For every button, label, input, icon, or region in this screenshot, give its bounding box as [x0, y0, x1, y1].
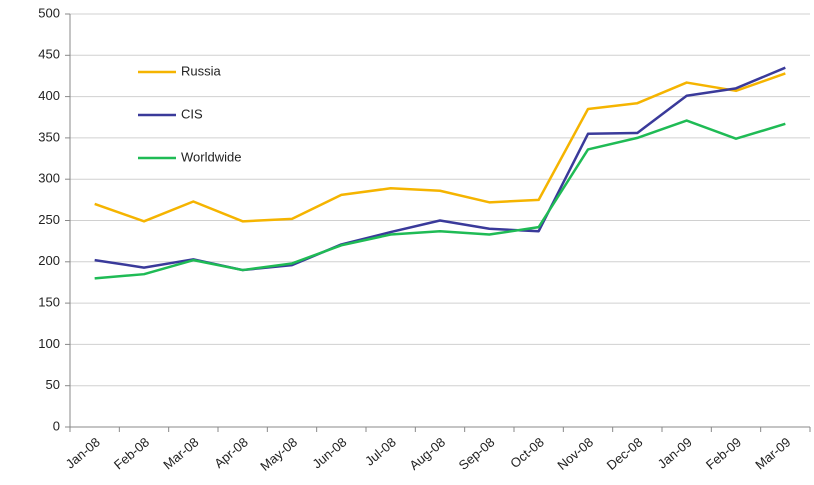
y-tick-label: 300: [38, 171, 60, 186]
x-tick-label: Feb-09: [703, 434, 744, 472]
x-tick-label: Feb-08: [111, 434, 152, 472]
x-tick-label: Apr-08: [211, 434, 251, 471]
y-tick-label: 0: [53, 418, 60, 433]
x-tick-label: Dec-08: [604, 434, 646, 472]
x-tick-label: Jan-08: [63, 434, 103, 471]
legend-label: Russia: [181, 63, 222, 78]
y-tick-label: 400: [38, 88, 60, 103]
series-line: [94, 66, 786, 272]
y-tick-label: 250: [38, 212, 60, 227]
x-tick-label: Jan-09: [655, 434, 695, 471]
y-tick-label: 100: [38, 336, 60, 351]
x-tick-label: Jul-08: [362, 434, 399, 468]
y-tick-label: 500: [38, 5, 60, 20]
y-tick-label: 350: [38, 129, 60, 144]
x-tick-label: May-08: [257, 434, 300, 473]
x-tick-label: Sep-08: [456, 434, 498, 472]
x-tick-label: Nov-08: [554, 434, 596, 472]
series-line: [94, 119, 786, 280]
y-tick-label: 450: [38, 47, 60, 62]
x-tick-label: Mar-09: [752, 434, 793, 472]
x-tick-label: Aug-08: [406, 434, 448, 472]
legend-label: CIS: [181, 106, 203, 121]
x-tick-label: Oct-08: [507, 434, 547, 471]
y-tick-label: 50: [46, 377, 60, 392]
x-tick-label: Mar-08: [160, 434, 201, 472]
legend-label: Worldwide: [181, 149, 241, 164]
y-tick-label: 200: [38, 253, 60, 268]
y-tick-label: 150: [38, 295, 60, 310]
series-line: [94, 72, 786, 223]
x-tick-label: Jun-08: [309, 434, 349, 471]
